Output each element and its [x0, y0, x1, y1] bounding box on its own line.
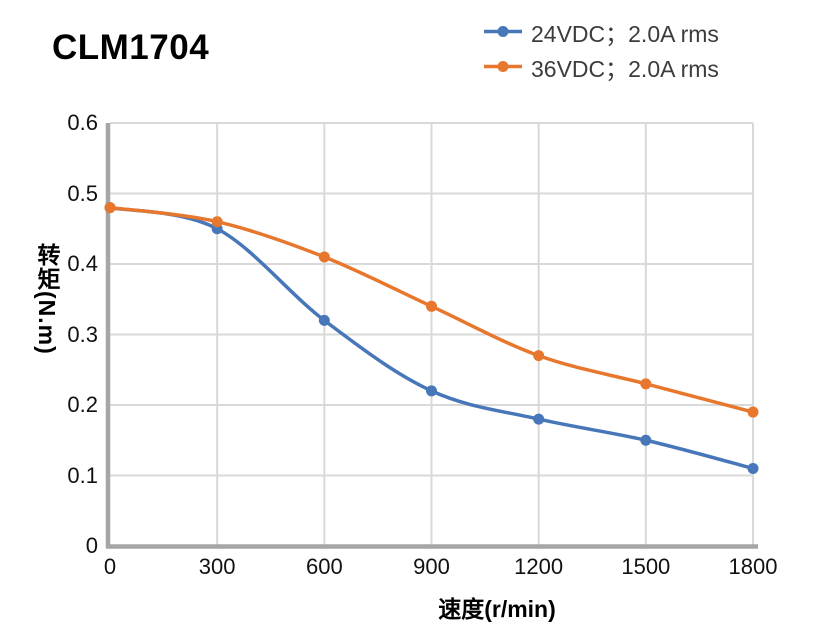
legend-label-24vdc: 24VDC；2.0A rms — [531, 20, 719, 47]
data-point — [318, 314, 330, 326]
legend-item-24vdc: 24VDC；2.0A rms — [484, 14, 719, 49]
y-tick-label: 0.2 — [67, 392, 98, 417]
data-point — [640, 434, 652, 446]
y-tick-label: 0.4 — [67, 251, 98, 276]
y-axis-title: 转矩(N.m) — [34, 243, 60, 355]
data-point — [640, 378, 652, 390]
x-tick-label: 900 — [413, 554, 450, 579]
chart-title: CLM1704 — [52, 28, 210, 67]
x-tick-label: 300 — [198, 554, 236, 579]
data-point — [104, 202, 116, 214]
plot-svg — [104, 122, 759, 549]
legend-marker-24vdc-icon — [484, 26, 522, 37]
legend-label-36vdc: 36VDC；2.0A rms — [531, 55, 719, 82]
y-tick-label: 0.5 — [67, 180, 98, 206]
x-tick-label: 0 — [103, 554, 117, 579]
data-point — [533, 350, 545, 362]
x-tick-label: 600 — [305, 554, 343, 579]
x-axis-title: 速度(r/min) — [438, 596, 556, 622]
legend-item-36vdc: 36VDC；2.0A rms — [484, 49, 719, 84]
legend-marker-36vdc-icon — [484, 61, 522, 72]
data-point — [747, 462, 759, 474]
x-tick-label: 1200 — [514, 554, 564, 579]
x-tick-label: 1800 — [728, 554, 778, 579]
data-point — [533, 413, 545, 425]
legend: 24VDC；2.0A rms 36VDC；2.0A rms — [484, 14, 719, 84]
y-tick-label: 0.6 — [67, 110, 98, 135]
y-tick-label: 0.1 — [67, 462, 98, 488]
x-tick-label: 1500 — [621, 554, 671, 579]
y-tick-label: 0 — [85, 533, 98, 558]
plot-area — [104, 122, 759, 549]
data-point — [318, 251, 330, 263]
data-point — [211, 216, 223, 228]
data-point — [426, 300, 437, 312]
data-point — [747, 406, 759, 418]
y-tick-label: 0.3 — [67, 321, 98, 347]
data-point — [426, 385, 437, 397]
